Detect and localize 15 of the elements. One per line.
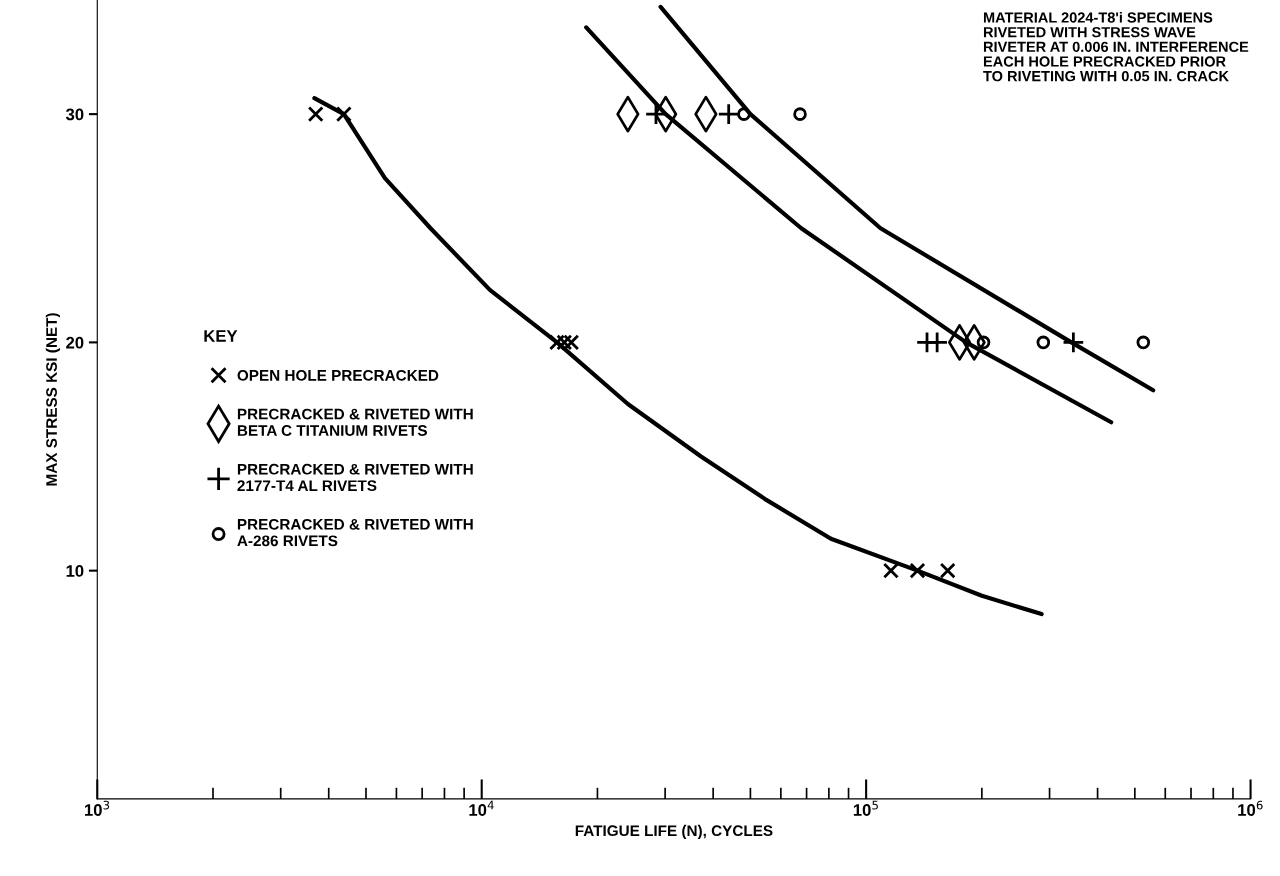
legend-label: PRECRACKED & RIVETED WITH A-286 RIVETS — [237, 518, 473, 547]
annotation: MATERIAL 2024-T8'i SPECIMENS RIVETED WITH STRESS WAVE RIVETER AT 0.006 IN. INTERFERENCE EACH HOLE PRECRACKED PRIOR TO RIVETING WITH 0.05 IN. CRACK — [983, 11, 1249, 82]
legend-label: PRECRACKED & RIVETED WITH BETA C TITANIUM RIVETS — [237, 408, 473, 436]
x-tick-label: 10$^{6}$ — [1238, 800, 1263, 816]
y-tick-label: 10 — [66, 565, 84, 577]
y-tick-label: 30 — [65, 108, 84, 121]
legend-label: PRECRACKED & RIVETED WITH 2177-T4 AL RIVETS — [237, 463, 473, 492]
legend-title: KEY — [204, 330, 238, 342]
legend-label: OPEN HOLE PRECRACKED — [237, 369, 439, 381]
x-axis-title: FATIGUE LIFE (N), CYCLES — [575, 824, 773, 840]
x-tick-label: 10$^{3}$ — [85, 800, 110, 816]
y-tick-label: 20 — [66, 336, 84, 349]
x-tick-label: 10$^{4}$ — [469, 800, 494, 816]
y-axis-title: MAX STRESS KSI (NET) — [45, 313, 60, 486]
x-tick-label: 10$^{5}$ — [853, 800, 878, 816]
